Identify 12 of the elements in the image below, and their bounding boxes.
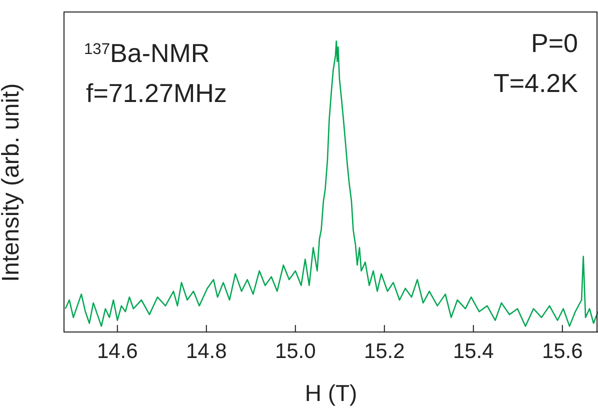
annotation: f=71.27MHz bbox=[86, 78, 227, 108]
x-tick-label: 14.8 bbox=[186, 340, 227, 363]
x-tick-label: 15.6 bbox=[542, 340, 583, 363]
y-axis-title: Intensity (arb. unit) bbox=[0, 83, 25, 282]
x-tick-label: 15.2 bbox=[364, 340, 405, 363]
x-axis-title: H (T) bbox=[304, 380, 358, 406]
x-tick-label: 15.0 bbox=[274, 340, 316, 363]
annotation: $^{137}$Ba-NMR bbox=[84, 38, 210, 68]
annotation: P=0 bbox=[531, 28, 578, 58]
annotation: T=4.2K bbox=[493, 68, 579, 98]
x-tick-label: 14.6 bbox=[96, 340, 138, 363]
x-tick-label: 15.4 bbox=[452, 340, 494, 363]
